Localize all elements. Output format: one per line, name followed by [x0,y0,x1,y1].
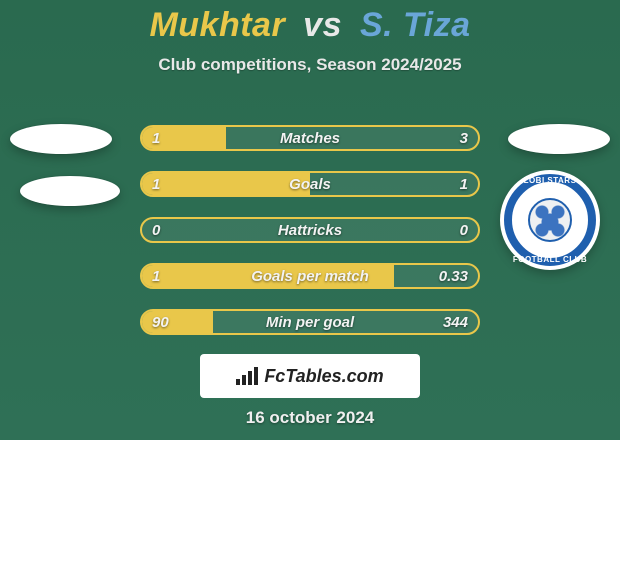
comparison-card: Mukhtar vs S. Tiza Club competitions, Se… [0,0,620,440]
football-icon [528,198,572,242]
player1-club-placeholder-icon [10,124,112,154]
stat-row: 0 0Hattricks [140,217,480,243]
player2-club-badge: LOBI STARS FOOTBALL CLUB [500,170,600,270]
stat-right-value: 0 [460,219,468,241]
stat-row: 11Goals [140,171,480,197]
stat-right-value: 1 [460,173,468,195]
stat-right-value: 3 [460,127,468,149]
stat-row: 90344Min per goal [140,309,480,335]
stat-row: 10.33Goals per match [140,263,480,289]
vs-label: vs [295,6,350,44]
stat-right-value: 0.33 [439,265,468,287]
club-badge-ring: LOBI STARS FOOTBALL CLUB [504,174,596,266]
stat-fill [142,127,226,149]
stat-row: 13Matches [140,125,480,151]
site-name: FcTables.com [264,366,383,387]
player2-name: S. Tiza [360,6,471,44]
player1-name: Mukhtar [149,6,285,44]
footer-date: 16 october 2024 [0,408,620,428]
stat-fill [142,265,394,287]
stat-right-value: 344 [443,311,468,333]
subtitle: Club competitions, Season 2024/2025 [0,55,620,75]
player1-nation-placeholder-icon [20,176,120,206]
stat-fill [142,173,310,195]
title: Mukhtar vs S. Tiza [0,0,620,45]
site-logo: FcTables.com [200,354,420,398]
bar-chart-icon [236,367,258,385]
stat-fill [142,311,213,333]
player2-club-placeholder-icon [508,124,610,154]
stat-rows: 13Matches 11Goals 0 0Hattricks 10.33Goals pe… [140,125,480,355]
club-badge-top-text: LOBI STARS [512,176,588,185]
stat-left-value: 0 [152,219,160,241]
club-badge-bottom-text: FOOTBALL CLUB [512,255,588,264]
stat-label: Hattricks [142,219,478,241]
